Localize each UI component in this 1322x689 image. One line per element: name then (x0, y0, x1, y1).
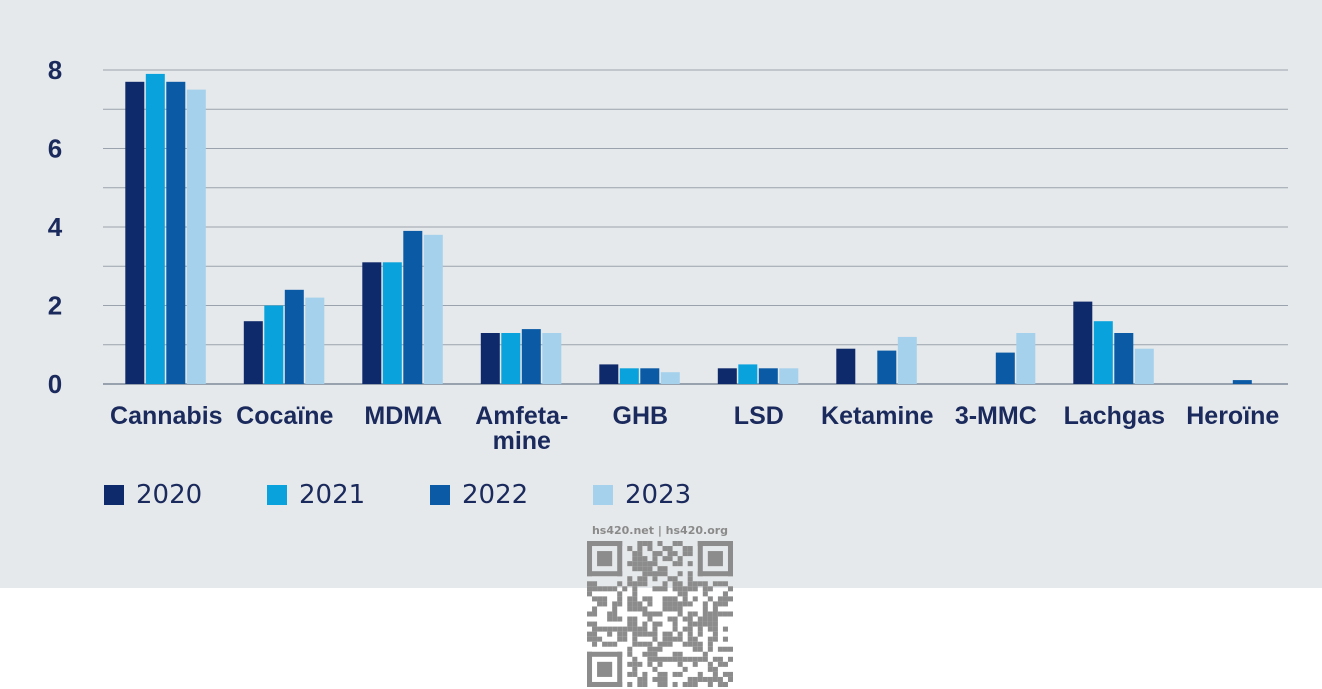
qr-code-icon (587, 541, 733, 687)
bar-2022 (758, 368, 778, 384)
bar-2020 (480, 333, 500, 384)
legend-swatch (430, 485, 450, 505)
x-axis-ticks: Cannabis Cocaïne MDMA Amfeta-mine GHB LSD Keta… (110, 402, 1279, 455)
legend-swatch (267, 485, 287, 505)
legend-swatch (104, 485, 124, 505)
bar-2021 (145, 73, 165, 385)
bar-2022 (1114, 333, 1134, 384)
legend-label: 2022 (462, 480, 529, 510)
chart-panel: 0 2 4 6 8 Cannabis Cocaïne MDMA Amfeta-mine GHB L… (0, 0, 1322, 588)
y-tick-label: 2 (48, 291, 62, 321)
bar-2021 (264, 305, 284, 384)
bar-2020 (362, 262, 382, 384)
bar-2020 (243, 321, 263, 384)
bar-2021 (619, 368, 639, 384)
bar-2023 (542, 333, 562, 384)
legend-label: 2023 (625, 480, 692, 510)
legend-label: 2021 (299, 480, 366, 510)
bar-chart: 0 2 4 6 8 Cannabis Cocaïne MDMA Amfeta-mine GHB L… (48, 55, 1288, 455)
bar-2020 (717, 368, 737, 384)
x-tick-label: GHB (613, 402, 669, 430)
bar-2021 (738, 364, 758, 384)
bar-2022 (403, 230, 423, 384)
legend-item-2023: 2023 (593, 480, 756, 510)
bar-2023 (779, 368, 799, 384)
y-tick-label: 8 (48, 55, 62, 85)
bar-2021 (382, 262, 402, 384)
y-tick-label: 4 (48, 212, 63, 242)
bar-2022 (995, 352, 1015, 384)
bar-2023 (897, 336, 917, 384)
legend-swatch (593, 485, 613, 505)
x-tick-label: 3-MMC (955, 402, 1037, 430)
x-tick-label: LSD (734, 402, 784, 430)
bar-2023 (186, 89, 206, 384)
legend-item-2020: 2020 (104, 480, 267, 510)
legend-item-2022: 2022 (430, 480, 593, 510)
watermark-text: hs420.net | hs420.org (591, 524, 729, 537)
legend-item-2021: 2021 (267, 480, 430, 510)
bar-2022 (521, 329, 541, 384)
bar-2023 (660, 372, 680, 384)
bar-2022 (640, 368, 660, 384)
legend-label: 2020 (136, 480, 203, 510)
watermark: hs420.net | hs420.org (580, 524, 740, 687)
legend: 2020 2021 2022 2023 (104, 480, 756, 510)
bar-2021 (1093, 321, 1113, 384)
bar-2020 (599, 364, 619, 384)
y-tick-label: 0 (48, 369, 62, 399)
bars (125, 73, 1252, 385)
bar-2021 (501, 333, 521, 384)
x-tick-label: Cocaïne (236, 402, 333, 430)
bar-2023 (423, 234, 443, 384)
y-axis-ticks: 0 2 4 6 8 (48, 55, 63, 399)
x-tick-label: Amfeta-mine (475, 402, 568, 455)
bar-2022 (166, 81, 186, 385)
bar-2022 (877, 350, 897, 384)
bar-2023 (1134, 348, 1154, 384)
bar-2022 (1232, 380, 1252, 384)
x-tick-label: MDMA (364, 402, 442, 430)
bar-2020 (836, 348, 856, 384)
bar-2020 (1073, 301, 1093, 384)
bar-2023 (305, 297, 325, 384)
x-tick-label: Heroïne (1186, 402, 1279, 430)
x-tick-label: Ketamine (821, 402, 934, 430)
bar-2023 (1016, 333, 1036, 384)
x-tick-label: Lachgas (1064, 402, 1165, 430)
y-tick-label: 6 (48, 134, 62, 164)
bar-2022 (284, 289, 304, 384)
x-tick-label: Cannabis (110, 402, 223, 430)
bar-2020 (125, 81, 145, 385)
